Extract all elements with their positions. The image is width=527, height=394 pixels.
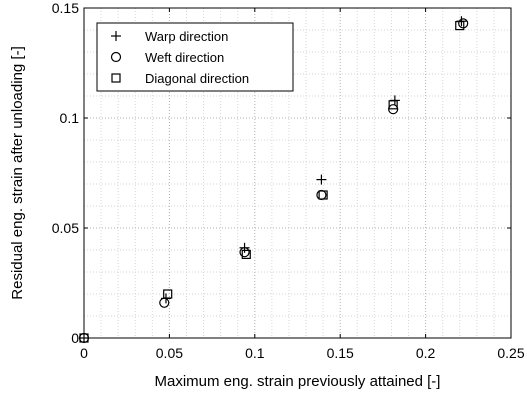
legend-circle-icon — [110, 51, 122, 63]
legend-entry-label: Weft direction — [145, 50, 224, 65]
y-tick-label: 0.1 — [60, 110, 80, 126]
legend-entry-label: Warp direction — [145, 29, 228, 44]
y-tick-label: 0.15 — [52, 0, 79, 16]
y-tick-label: 0.05 — [52, 220, 79, 236]
y-axis-label: Residual eng. strain after unloading [-] — [9, 46, 26, 299]
square-data-point — [79, 333, 89, 343]
legend-box — [96, 22, 294, 92]
circle-data-point — [316, 189, 327, 201]
square-data-point — [318, 190, 328, 200]
square-data-point — [388, 100, 398, 110]
legend-plus-icon — [111, 31, 121, 41]
y-tick-label: 0 — [71, 330, 79, 346]
square-data-point — [163, 289, 173, 299]
square-data-point — [455, 21, 465, 31]
x-tick-label: 0.05 — [156, 345, 183, 361]
circle-data-point — [159, 297, 170, 308]
x-tick-label: 0.1 — [245, 345, 265, 361]
x-axis-label: Maximum eng. strain previously attained … — [155, 373, 441, 390]
x-tick-label: 0 — [80, 345, 88, 361]
legend-entries: Warp direction Weft direction Diagonal dir… — [110, 29, 249, 86]
axis-ticks: 0 0.05 0.1 0.15 0.2 0.25 0 0.05 0.1 0.15 — [52, 0, 525, 361]
grid — [84, 8, 511, 338]
square-data-point — [241, 249, 251, 259]
x-tick-label: 0.15 — [327, 345, 354, 361]
x-tick-label: 0.25 — [497, 345, 524, 361]
plus-data-point — [316, 174, 327, 185]
legend-entry-label: Diagonal direction — [145, 71, 249, 86]
plus-data-point — [79, 333, 89, 343]
plot-frame — [83, 7, 512, 339]
x-tick-label: 0.2 — [416, 345, 436, 361]
legend-square-icon — [111, 73, 121, 83]
legend: Warp direction Weft direction Diagonal dir… — [96, 22, 294, 92]
data-markers — [78, 16, 469, 344]
circle-data-point — [239, 247, 250, 258]
